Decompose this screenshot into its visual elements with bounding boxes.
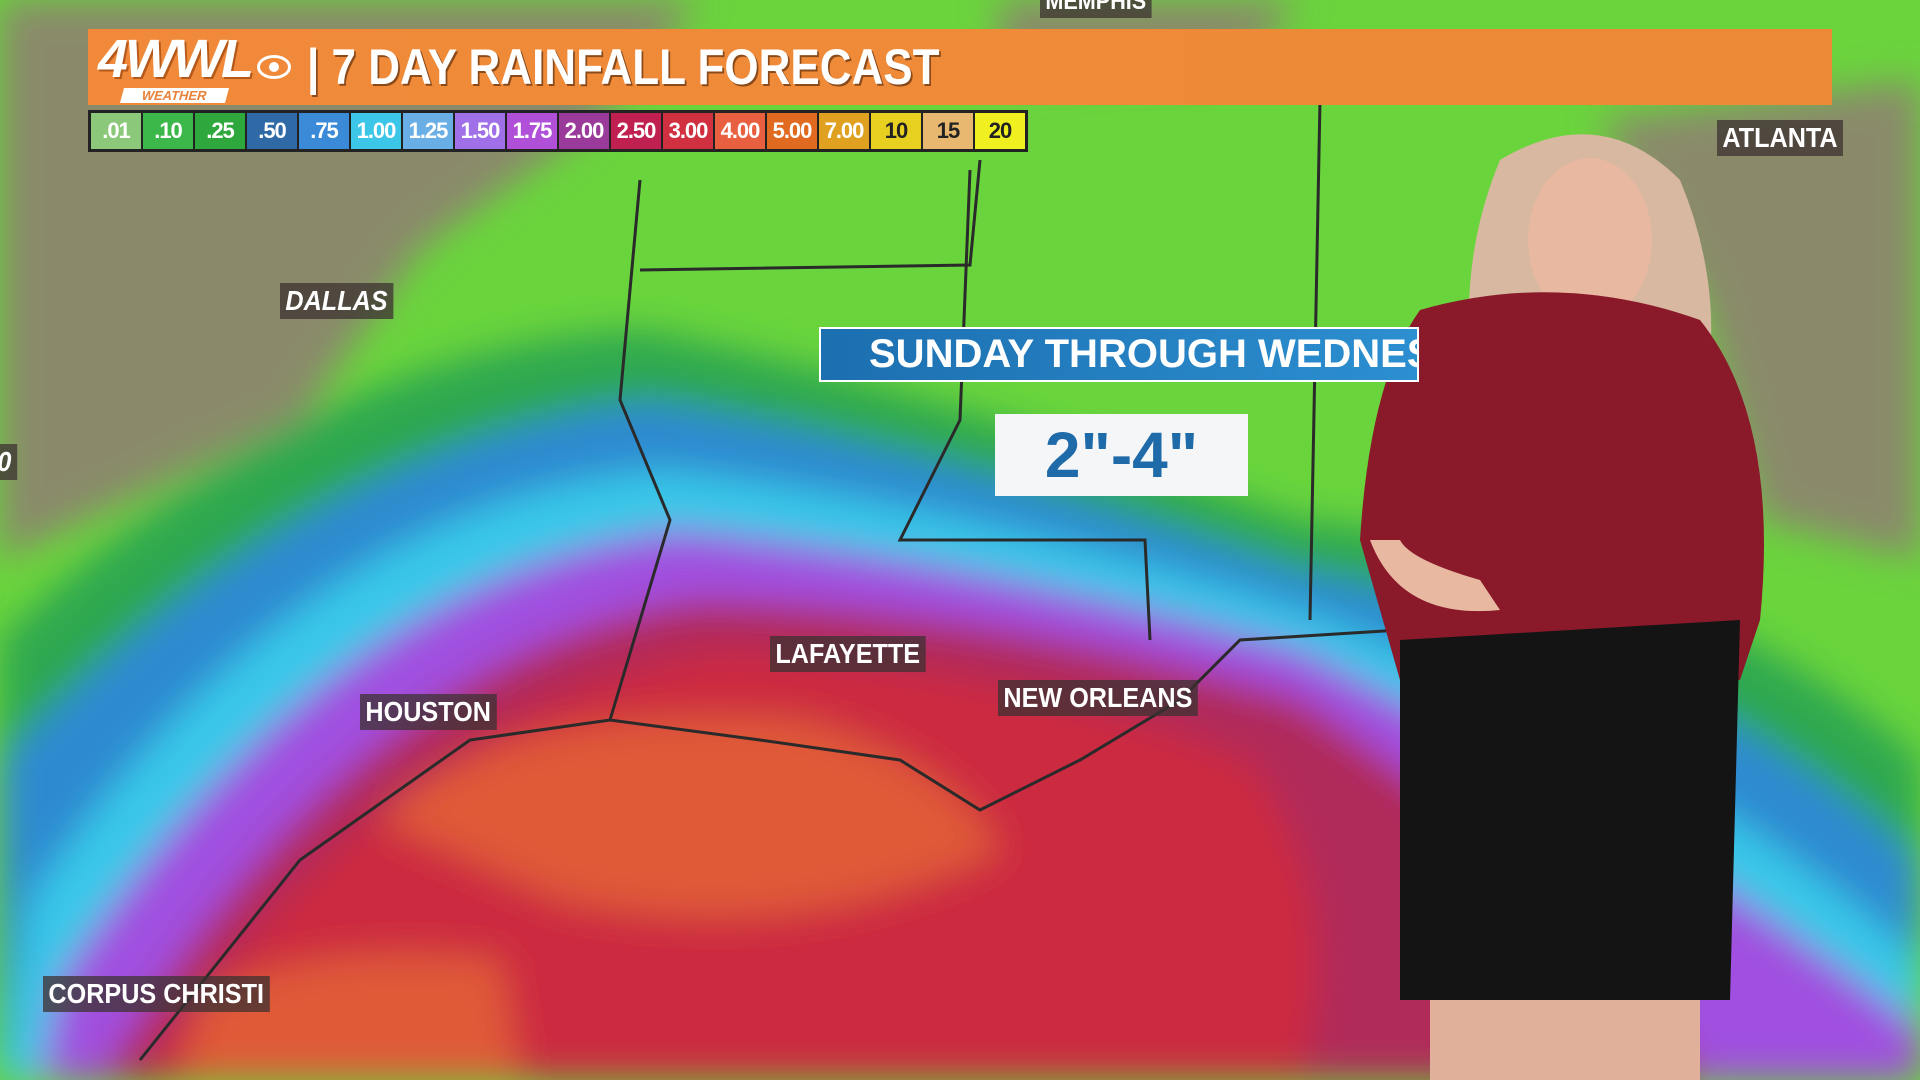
rainfall-amount-box: 2"-4"	[995, 414, 1248, 496]
city-label-atlanta: ATLANTA	[1717, 120, 1844, 156]
logo-subtitle: WEATHER	[120, 88, 229, 103]
city-label-houston: HOUSTON	[360, 694, 497, 730]
legend-swatch: 15	[923, 113, 973, 149]
station-logo: 4WWL WEATHER	[98, 31, 291, 103]
legend-swatch: 20	[975, 113, 1025, 149]
logo-text: 4WWL	[98, 29, 254, 89]
page-title: | 7 DAY RAINFALL FORECAST	[306, 39, 940, 95]
legend-swatch: .75	[299, 113, 349, 149]
legend-swatch: 7.00	[819, 113, 869, 149]
city-label-lafayette: LAFAYETTE	[770, 636, 926, 672]
legend-swatch: 5.00	[767, 113, 817, 149]
legend-swatch: 1.75	[507, 113, 557, 149]
city-label-new-orleans: NEW ORLEANS	[998, 680, 1198, 716]
legend-swatch: 1.50	[455, 113, 505, 149]
rainfall-legend: .01.10.25.50.75 1.00 1.25 1.50 1.75 2.00 2.50 3…	[88, 110, 1028, 152]
legend-swatch: .50	[247, 113, 297, 149]
header-bar: 4WWL WEATHER | 7 DAY RAINFALL FORECAST	[88, 29, 1832, 105]
cbs-eye-icon	[256, 55, 291, 79]
city-label-memphis: MEMPHIS	[1040, 0, 1152, 18]
city-label-dallas: DALLAS	[280, 283, 393, 319]
logo-stack: 4WWL WEATHER	[98, 29, 254, 103]
legend-swatch: 3.00	[663, 113, 713, 149]
city-label-corpus-christi: CORPUS CHRISTI	[43, 976, 270, 1012]
legend-swatch: .10	[143, 113, 193, 149]
forecast-period-banner: SUNDAY THROUGH WEDNESDAY	[819, 327, 1419, 382]
legend-swatch: 2.00	[559, 113, 609, 149]
legend-swatch: 2.50	[611, 113, 661, 149]
legend-swatch: 1.00	[351, 113, 401, 149]
legend-swatch: 10	[871, 113, 921, 149]
city-label-edge: 0	[0, 444, 17, 480]
legend-swatch: .25	[195, 113, 245, 149]
legend-swatch: 4.00	[715, 113, 765, 149]
legend-swatch: 1.25	[403, 113, 453, 149]
legend-swatch: .01	[91, 113, 141, 149]
